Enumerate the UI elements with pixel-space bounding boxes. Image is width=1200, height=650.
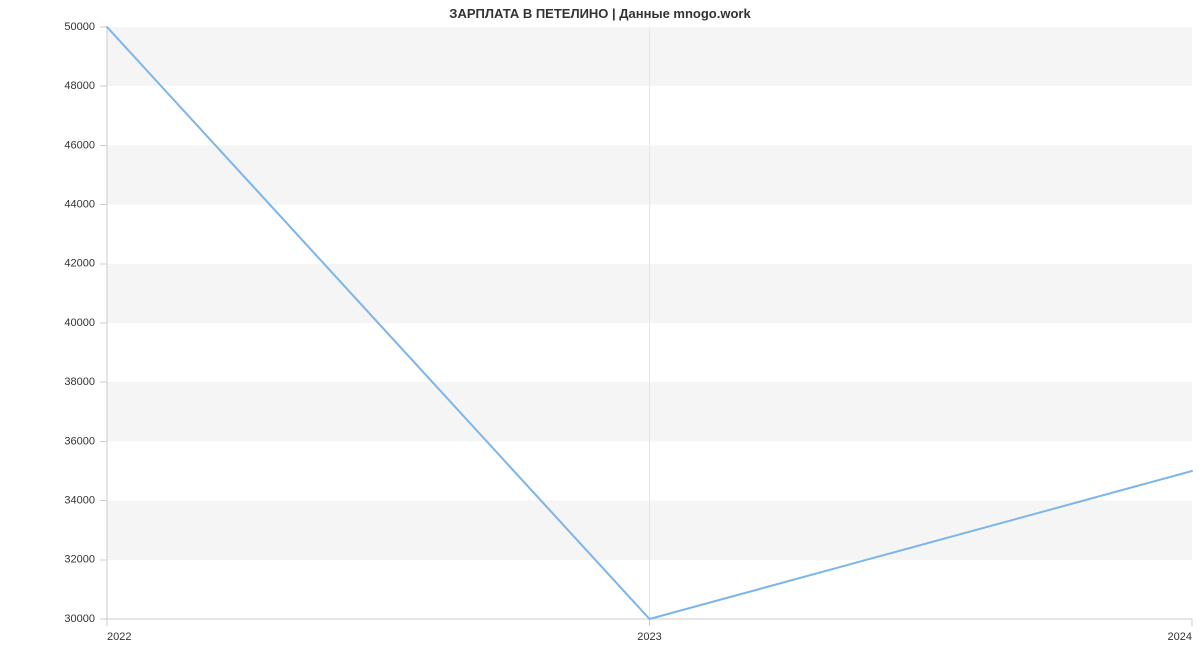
x-tick-label: 2024 — [1168, 631, 1192, 643]
chart-svg: 30000 32000 34000 36000 38000 40000 42000 44000… — [0, 0, 1200, 650]
y-tick-label: 38000 — [64, 376, 95, 388]
y-tick-label: 36000 — [64, 435, 95, 447]
y-tick-label: 46000 — [64, 139, 95, 151]
x-tick-label: 2023 — [637, 631, 661, 643]
x-tick-label: 2022 — [107, 631, 131, 643]
y-tick-label: 48000 — [64, 80, 95, 92]
chart-title: ЗАРПЛАТА В ПЕТЕЛИНО | Данные mnogo.work — [0, 6, 1200, 21]
y-tick-label: 32000 — [64, 554, 95, 566]
y-tick-label: 40000 — [64, 317, 95, 329]
salary-line-chart: ЗАРПЛАТА В ПЕТЕЛИНО | Данные mnogo.work … — [0, 0, 1200, 650]
y-tick-label: 44000 — [64, 199, 95, 211]
y-tick-label: 50000 — [64, 21, 95, 33]
y-tick-label: 42000 — [64, 258, 95, 270]
y-tick-label: 34000 — [64, 495, 95, 507]
y-tick-label: 30000 — [64, 613, 95, 625]
